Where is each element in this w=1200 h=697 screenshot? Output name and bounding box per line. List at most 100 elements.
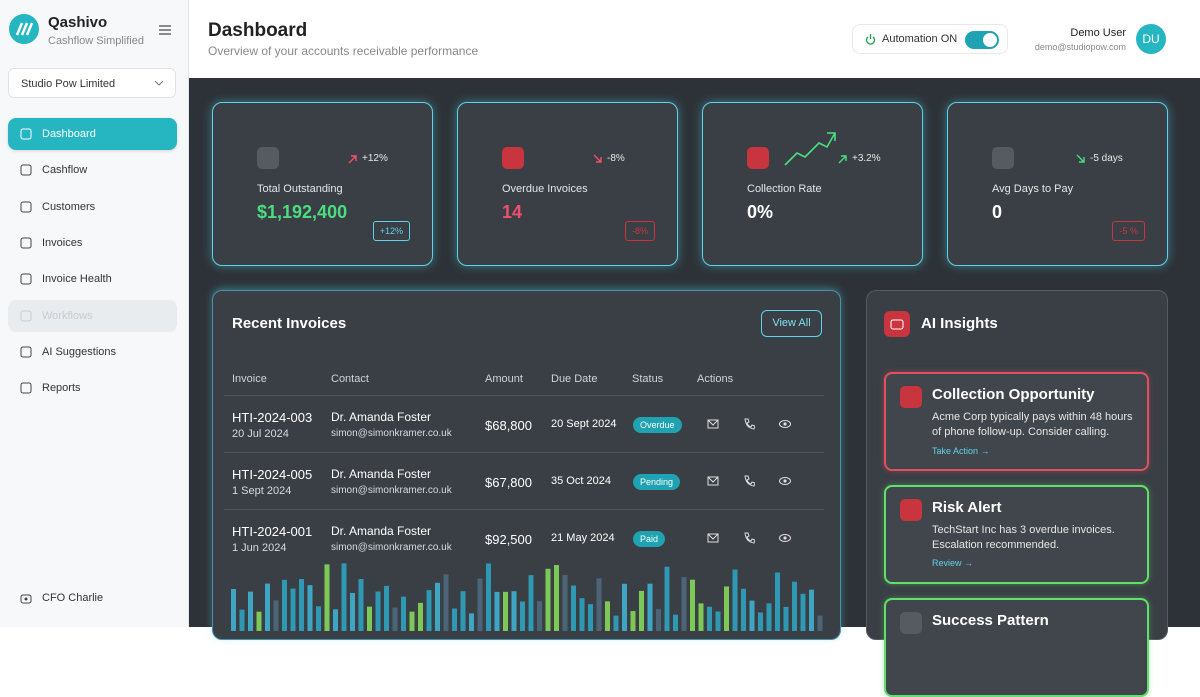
kpi-card: -5 days Avg Days to Pay 0 -5 %: [947, 102, 1168, 266]
insight-card: Success Pattern: [884, 598, 1149, 697]
nav-item[interactable]: Reports: [8, 372, 177, 404]
view-action[interactable]: [779, 532, 791, 544]
nav-item[interactable]: Dashboard: [8, 118, 177, 150]
decor-bar: [486, 563, 491, 631]
nav-item[interactable]: Cashflow: [8, 154, 177, 186]
nav-icon: [20, 237, 32, 249]
invoice-date: 1 Jun 2024: [232, 542, 287, 554]
decor-bar: [562, 574, 568, 631]
status-badge: Pending: [633, 474, 681, 490]
amount: $92,500: [485, 532, 532, 547]
menu-button[interactable]: [159, 25, 171, 35]
kpi-badge: -5 %: [1112, 221, 1145, 241]
decor-bar: [528, 575, 534, 631]
nav-item[interactable]: Customers: [8, 191, 177, 223]
nav-label: Invoices: [42, 236, 83, 249]
decor-bar: [392, 607, 398, 631]
kpi-label: Avg Days to Pay: [992, 183, 1074, 195]
kpi-badge: +12%: [372, 221, 410, 241]
column-header: Amount: [485, 373, 523, 385]
invoice-number: HTI-2024-005: [232, 467, 313, 482]
decor-bar: [341, 563, 347, 631]
email-action[interactable]: [707, 475, 719, 487]
kpi-value: 0: [992, 202, 1003, 222]
kpi-change-text: +12%: [362, 153, 388, 164]
sparkline: [784, 132, 836, 166]
kpi-label: Overdue Invoices: [502, 183, 588, 195]
insight-text: Acme Corp typically pays within 48 hours…: [932, 411, 1133, 438]
kpi-change-text: +3.2%: [852, 153, 881, 164]
decor-bar: [613, 615, 619, 631]
decor-bar: [477, 578, 483, 631]
insight-action[interactable]: Take Action →: [932, 446, 990, 456]
call-action[interactable]: [743, 532, 755, 544]
kpi-icon: [992, 147, 1014, 169]
decor-bar: [511, 591, 517, 631]
decor-bar: [783, 606, 789, 631]
nav-item[interactable]: AI Suggestions: [8, 336, 177, 368]
brand: Qashivo: [48, 14, 108, 31]
nav-item[interactable]: Invoice Health: [8, 263, 177, 295]
decor-bar: [469, 613, 474, 631]
decor-bar: [758, 612, 763, 631]
sidebar: Qashivo Cashflow Simplified Studio Pow L…: [0, 0, 189, 627]
avatar[interactable]: DU: [1136, 24, 1166, 54]
call-action[interactable]: [743, 475, 755, 487]
decor-bar: [299, 579, 304, 631]
decor-bar: [231, 589, 236, 631]
logo: [9, 14, 39, 44]
nav-label: Invoice Health: [42, 273, 112, 286]
invoices-panel: [212, 290, 841, 640]
decor-bar: [656, 609, 661, 631]
decor-bar: [537, 601, 542, 631]
decor-bar: [520, 601, 525, 631]
trend-arrow: [838, 154, 847, 163]
decor-bar: [741, 588, 746, 631]
column-header: Invoice: [232, 373, 267, 385]
kpi-badge: -8%: [624, 221, 655, 241]
org-select[interactable]: Studio Pow Limited: [8, 68, 176, 98]
contact-name: Dr. Amanda Foster: [331, 410, 432, 424]
decor-bar: [809, 589, 814, 631]
insight-title: Risk Alert: [932, 499, 1002, 516]
insight-icon: [900, 612, 922, 634]
email-action[interactable]: [707, 532, 719, 544]
view-all-button[interactable]: View All: [761, 310, 822, 337]
decor-bar: [273, 600, 279, 631]
view-action[interactable]: [779, 418, 791, 430]
nav-icon: [20, 164, 32, 176]
footer-user[interactable]: CFO Charlie: [8, 582, 177, 614]
automation-toggle[interactable]: Automation ON: [852, 24, 1008, 54]
decor-bar: [800, 593, 806, 631]
decor-bar: [435, 582, 440, 631]
email-action[interactable]: [707, 418, 719, 430]
decor-bar: [452, 608, 457, 631]
power-icon: [865, 33, 876, 45]
kpi-label: Total Outstanding: [257, 183, 343, 195]
decor-bar: [443, 574, 449, 631]
insight-card: Collection Opportunity Acme Corp typicall…: [884, 372, 1149, 471]
insights-title: AI Insights: [921, 315, 998, 332]
call-action[interactable]: [743, 418, 755, 430]
decor-bar: [817, 615, 823, 631]
insight-action[interactable]: Review →: [932, 558, 974, 568]
decor-bar: [622, 583, 627, 631]
kpi-value: 0%: [747, 202, 774, 222]
automation-label: Automation ON: [882, 33, 958, 45]
nav-item[interactable]: Invoices: [8, 227, 177, 259]
insights-icon: [884, 311, 910, 337]
decor-bar: [307, 585, 313, 631]
insight-title: Success Pattern: [932, 612, 1049, 629]
row-divider: [224, 452, 824, 453]
nav-icon: [20, 310, 32, 321]
trend-arrow: [348, 154, 357, 163]
due-date: 35 Oct 2024: [551, 475, 611, 487]
nav-item[interactable]: Workflows: [8, 299, 177, 332]
due-date: 21 May 2024: [551, 532, 615, 544]
view-action[interactable]: [779, 475, 791, 487]
decor-bar: [698, 603, 704, 631]
decor-bar: [426, 590, 432, 631]
decor-bar: [375, 591, 381, 631]
decor-bar: [579, 598, 585, 631]
decor-bar: [256, 611, 262, 631]
